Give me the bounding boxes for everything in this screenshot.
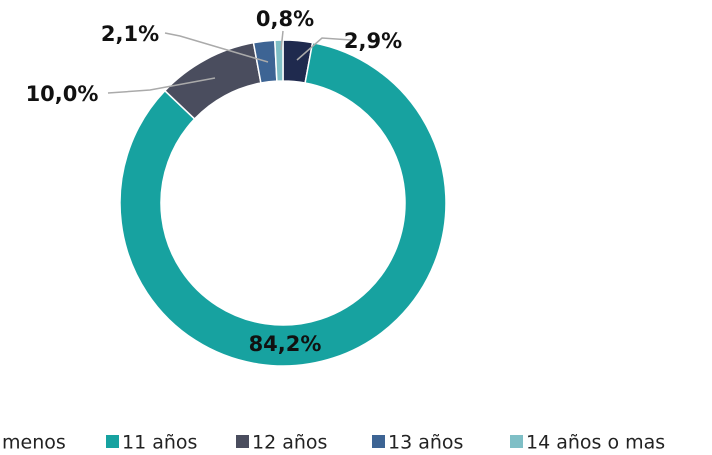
legend-swatch (510, 435, 523, 448)
data-label: 10,0% (26, 82, 99, 106)
leader-line (280, 30, 284, 51)
legend-label: 14 años o mas (526, 432, 665, 454)
legend-label: 11 años (122, 432, 197, 454)
legend-swatch (236, 435, 249, 448)
legend-swatch (372, 435, 385, 448)
slice (274, 39, 284, 82)
legend-swatch (106, 435, 119, 448)
legend-label: 13 años (388, 432, 463, 454)
data-label: 0,8% (256, 7, 314, 31)
slice (119, 41, 447, 367)
leader-line (164, 32, 269, 63)
data-label: 84,2% (249, 332, 322, 356)
leader-line (107, 77, 216, 94)
data-label: 2,9% (344, 29, 402, 53)
leader-line (296, 37, 352, 61)
data-label: 2,1% (101, 22, 159, 46)
legend-label: menos (2, 432, 66, 454)
legend-label: 12 años (252, 432, 327, 454)
